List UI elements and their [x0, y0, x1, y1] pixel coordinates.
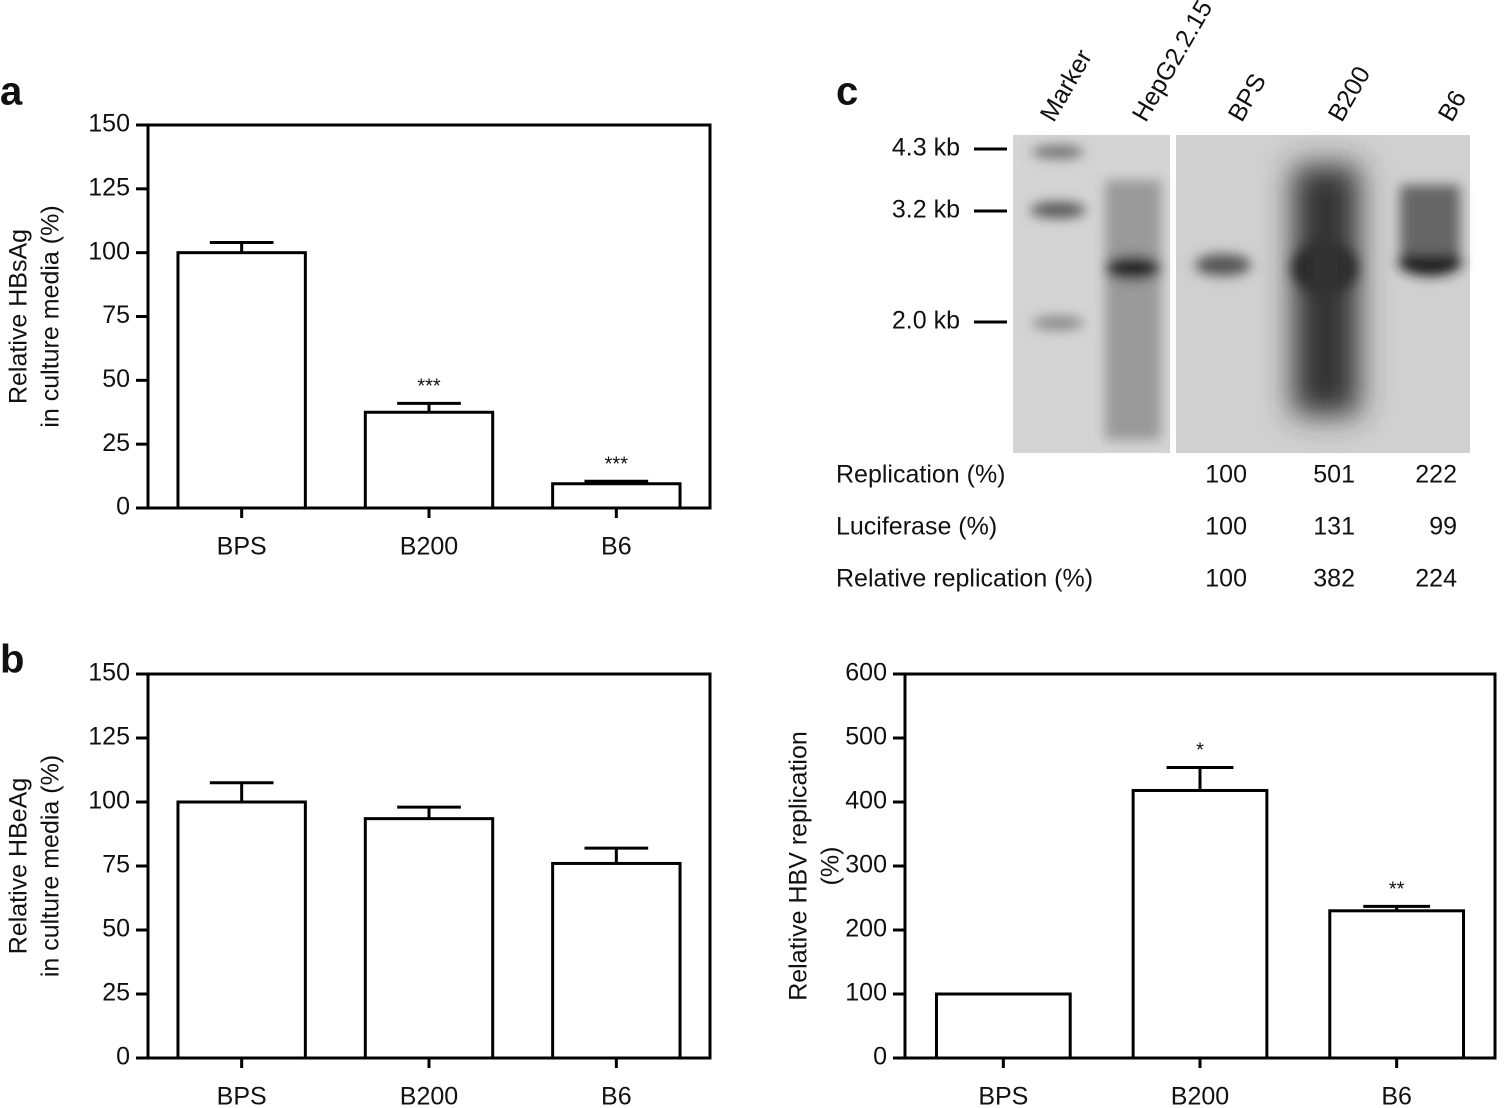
table-row-label: Replication (%)	[836, 461, 1006, 489]
y-tick-label: 25	[102, 429, 130, 457]
y-axis-label: Relative HBeAg	[5, 778, 33, 954]
y-tick-label: 500	[845, 723, 887, 751]
significance: ***	[605, 453, 629, 475]
y-axis-label: in culture media (%)	[37, 205, 65, 427]
bar	[363, 817, 495, 1060]
x-tick-label: B6	[1381, 1083, 1412, 1108]
bar	[176, 251, 307, 510]
significance: *	[1196, 740, 1204, 762]
y-tick-label: 300	[845, 851, 887, 879]
panel-label: b	[0, 638, 24, 682]
y-tick-label: 25	[102, 979, 130, 1007]
plot-frame	[146, 123, 712, 510]
bar	[551, 482, 682, 510]
panel-label: c	[836, 70, 858, 114]
chart: Relative HBV replication (%) 0 100 200 300 400…	[785, 659, 1497, 1108]
significance: ***	[417, 376, 441, 398]
y-tick-label: 150	[88, 659, 130, 687]
y-tick-label: 0	[116, 493, 130, 521]
marker-label: 4.3 kb	[892, 134, 960, 162]
table-value: 382	[1313, 565, 1355, 593]
marker-label: 2.0 kb	[892, 307, 960, 335]
x-tick-label: BPS	[978, 1083, 1028, 1108]
x-tick-label: B6	[601, 1083, 632, 1108]
lane-label: BPS	[1223, 69, 1272, 126]
y-tick-label: 0	[116, 1043, 130, 1071]
y-tick-label: 600	[845, 659, 887, 687]
y-tick-label: 0	[873, 1043, 887, 1071]
y-tick-label: 200	[845, 915, 887, 943]
y-tick-label: 75	[102, 851, 130, 879]
table-value: 100	[1205, 565, 1247, 593]
chart: a Relative HBsAg in culture media (%) 0 25 50…	[0, 70, 712, 561]
y-tick-label: 100	[88, 787, 130, 815]
x-tick-label: BPS	[217, 1083, 267, 1108]
x-tick-label: B200	[400, 1083, 458, 1108]
y-tick-label: 100	[845, 979, 887, 1007]
bar	[551, 861, 682, 1060]
y-axis-label: Relative HBV replication	[785, 731, 813, 1001]
y-tick-label: 150	[88, 110, 130, 138]
lane-label: Marker	[1035, 45, 1098, 126]
chart: b Relative HBeAg in culture media (%) 0 25 50…	[0, 638, 712, 1108]
x-tick-label: B6	[601, 533, 632, 561]
y-axis-label: in culture media (%)	[37, 755, 65, 977]
y-tick-label: 75	[102, 301, 130, 329]
table-row-label: Relative replication (%)	[836, 565, 1093, 593]
y-axis-label: (%)	[817, 847, 845, 886]
table-value: 100	[1205, 461, 1247, 489]
bar	[1131, 788, 1269, 1060]
gel-bands	[1030, 146, 1462, 440]
y-tick-label: 125	[88, 723, 130, 751]
table-value: 131	[1313, 513, 1355, 541]
bar	[934, 992, 1072, 1060]
y-tick-label: 50	[102, 365, 130, 393]
x-tick-label: B200	[1171, 1083, 1229, 1108]
marker-label: 3.2 kb	[892, 196, 960, 224]
lane-label: B6	[1433, 86, 1473, 126]
y-tick-label: 100	[88, 237, 130, 265]
lane-label: HepG2.2.15	[1127, 0, 1219, 126]
bar	[363, 410, 495, 510]
y-tick-label: 400	[845, 787, 887, 815]
blot: c Marker HepG2.2.15 BPS B200 B6 4.3 kb 3.2 kb 2…	[836, 0, 1472, 593]
table-value: 224	[1415, 565, 1457, 593]
y-tick-label: 50	[102, 915, 130, 943]
significance: **	[1389, 879, 1405, 901]
table-value: 501	[1313, 461, 1355, 489]
plot-frame	[903, 672, 1497, 1060]
y-axis-label: Relative HBsAg	[5, 229, 33, 404]
x-tick-label: B200	[400, 533, 458, 561]
panel-label: a	[0, 70, 23, 114]
y-tick-label: 125	[88, 173, 130, 201]
table-row-label: Luciferase (%)	[836, 513, 997, 541]
table-value: 99	[1429, 513, 1457, 541]
lane-label: B200	[1323, 62, 1376, 127]
plot-frame	[146, 672, 712, 1060]
table-value: 100	[1205, 513, 1247, 541]
bar	[176, 800, 307, 1060]
table-value: 222	[1415, 461, 1457, 489]
x-tick-label: BPS	[217, 533, 267, 561]
bar	[1328, 909, 1466, 1060]
